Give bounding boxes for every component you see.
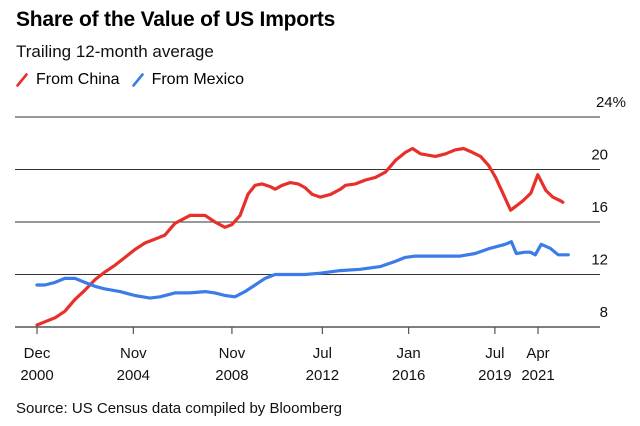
x-tick-label-month: Dec xyxy=(24,345,51,362)
x-tick-label-year: 2008 xyxy=(215,367,248,384)
gridlines xyxy=(15,116,600,328)
x-axis: Dec 2000 Nov 2004 Nov 2008 Jul 2012 Jan 2016 Jul 20… xyxy=(20,327,555,384)
x-tick-label-month: Nov xyxy=(120,345,147,362)
x-tick-label-year: 2000 xyxy=(20,367,53,384)
x-tick-label-month: Jul xyxy=(313,345,332,362)
chart-subtitle: Trailing 12-month average xyxy=(16,42,214,61)
x-tick-label-year: 2004 xyxy=(117,367,150,384)
x-tick-label-year: 2016 xyxy=(392,367,425,384)
x-tick-label-year: 2019 xyxy=(478,367,511,384)
legend-swatch-mexico xyxy=(131,73,144,87)
series-line-mexico xyxy=(35,240,570,300)
y-tick-label: 24% xyxy=(596,94,626,111)
legend-label-mexico: From Mexico xyxy=(151,71,245,88)
x-tick-label-year: 2012 xyxy=(306,367,339,384)
legend-item-china: From China xyxy=(16,71,120,89)
series-lines xyxy=(35,146,570,327)
legend-label-china: From China xyxy=(36,71,120,88)
y-tick-label: 12 xyxy=(591,252,608,269)
x-tick-label-year: 2021 xyxy=(521,367,554,384)
legend-swatch-china xyxy=(16,73,28,87)
series-line-china xyxy=(35,146,565,327)
source-note: Source: US Census data compiled by Bloom… xyxy=(16,400,343,417)
x-tick-label-month: Nov xyxy=(219,345,246,362)
y-tick-label: 16 xyxy=(591,199,608,216)
legend-item-mexico: From Mexico xyxy=(131,71,245,89)
y-axis-labels: 24% 20 16 12 8 xyxy=(591,94,626,321)
y-tick-label: 8 xyxy=(600,304,608,321)
x-tick-label-month: Jan xyxy=(397,345,421,362)
x-tick-label-month: Apr xyxy=(526,345,549,362)
legend: From China From Mexico xyxy=(16,71,256,89)
x-tick-label-month: Jul xyxy=(485,345,504,362)
chart-title: Share of the Value of US Imports xyxy=(16,8,336,31)
y-tick-label: 20 xyxy=(591,147,608,164)
